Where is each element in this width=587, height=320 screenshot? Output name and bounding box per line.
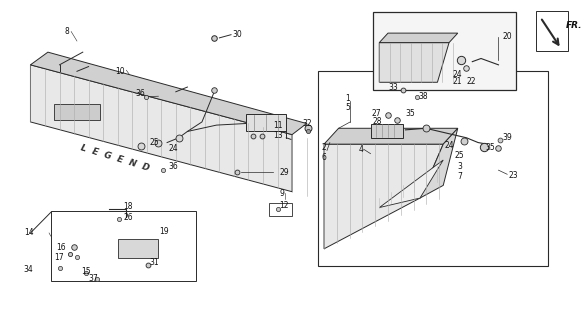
Text: 19: 19 [160, 227, 169, 236]
Text: 29: 29 [279, 168, 289, 177]
Text: 23: 23 [508, 172, 518, 180]
Text: 30: 30 [233, 30, 242, 39]
Text: 35: 35 [406, 108, 415, 117]
Text: 33: 33 [389, 83, 399, 92]
Polygon shape [117, 239, 158, 258]
Text: 22: 22 [467, 77, 476, 86]
Polygon shape [379, 43, 449, 82]
Text: 8: 8 [64, 27, 69, 36]
Text: 3: 3 [458, 162, 463, 171]
Text: 9: 9 [279, 189, 284, 198]
Text: 32: 32 [302, 119, 312, 128]
Text: 11: 11 [274, 121, 283, 130]
Text: 4: 4 [359, 145, 364, 154]
Text: L  E  G  E  N  D: L E G E N D [79, 144, 150, 173]
Text: 14: 14 [25, 228, 34, 237]
Text: 13: 13 [274, 131, 283, 140]
Text: 26: 26 [123, 213, 133, 222]
Text: 25: 25 [454, 151, 464, 160]
Polygon shape [420, 128, 458, 198]
Polygon shape [379, 160, 443, 208]
Text: 24: 24 [445, 141, 454, 150]
Text: 16: 16 [56, 243, 65, 252]
Text: 1: 1 [346, 94, 350, 103]
Text: 36: 36 [168, 162, 178, 171]
Text: 24: 24 [168, 144, 178, 153]
Text: 34: 34 [23, 265, 33, 274]
Polygon shape [324, 128, 458, 144]
Text: FR.: FR. [565, 21, 582, 30]
Text: 6: 6 [322, 153, 326, 162]
FancyBboxPatch shape [373, 12, 516, 90]
Text: 15: 15 [82, 267, 91, 276]
Text: 2: 2 [322, 143, 326, 152]
Text: 35: 35 [485, 143, 495, 152]
Polygon shape [379, 33, 458, 43]
Text: 12: 12 [279, 201, 289, 210]
Polygon shape [324, 144, 443, 249]
FancyBboxPatch shape [54, 105, 100, 120]
Text: 27: 27 [372, 108, 382, 117]
FancyBboxPatch shape [370, 124, 403, 138]
Polygon shape [31, 52, 306, 135]
Text: 21: 21 [453, 77, 463, 86]
Polygon shape [31, 65, 292, 192]
Text: 17: 17 [55, 252, 64, 261]
Text: 18: 18 [123, 203, 133, 212]
Text: 28: 28 [372, 117, 382, 126]
Text: 5: 5 [346, 103, 350, 112]
Text: 37: 37 [89, 274, 99, 283]
Text: 24: 24 [453, 70, 463, 79]
Text: 38: 38 [419, 92, 429, 101]
Text: 31: 31 [150, 258, 159, 267]
FancyBboxPatch shape [245, 114, 286, 132]
Text: 10: 10 [114, 67, 124, 76]
Text: 7: 7 [458, 172, 463, 181]
Text: 39: 39 [502, 133, 512, 142]
Text: 25: 25 [150, 138, 159, 147]
Text: 20: 20 [502, 32, 512, 41]
Text: 36: 36 [135, 89, 145, 98]
